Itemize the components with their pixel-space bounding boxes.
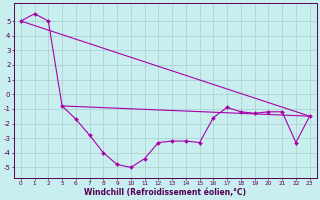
X-axis label: Windchill (Refroidissement éolien,°C): Windchill (Refroidissement éolien,°C) [84, 188, 246, 197]
